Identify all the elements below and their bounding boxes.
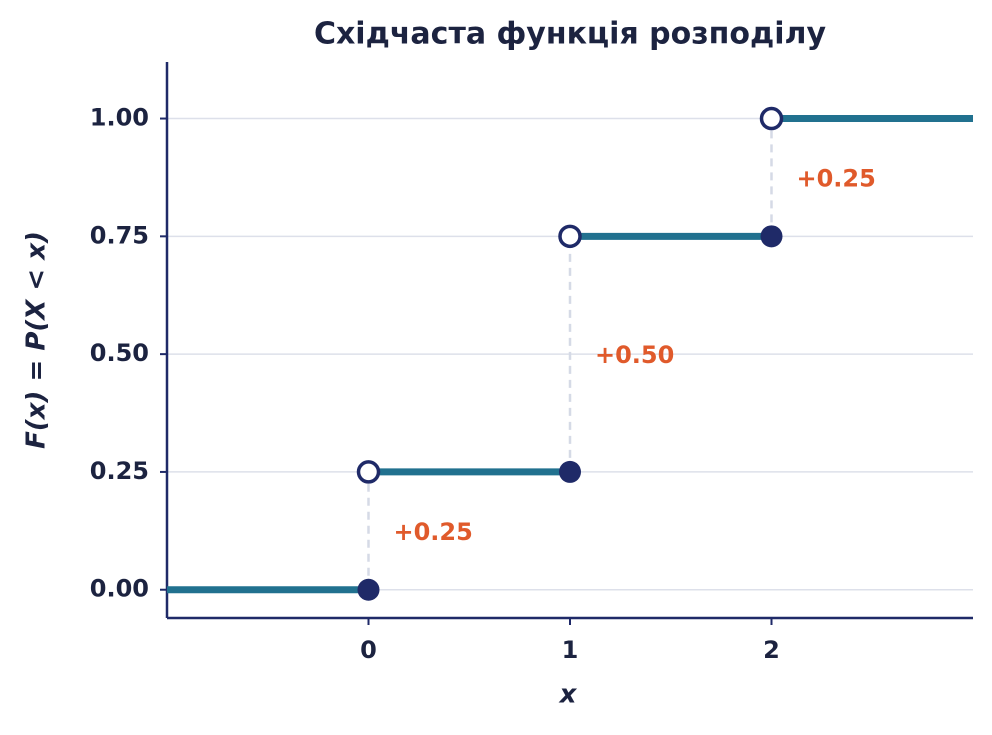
jump-label: +0.25 [797, 164, 876, 192]
open-point [558, 224, 582, 249]
x-tick-label: 1 [562, 636, 579, 664]
jump-label: +0.25 [394, 518, 473, 546]
y-tick-label: 0.75 [90, 221, 149, 249]
open-point [759, 106, 784, 131]
closed-point [760, 225, 783, 248]
y-tick-label: 0.25 [90, 457, 149, 485]
x-tick-label: 2 [763, 636, 780, 664]
closed-point [357, 578, 380, 601]
x-tick-label: 0 [360, 636, 377, 664]
y-axis-label: F(x) = P(X < x) [22, 231, 52, 449]
open-point [356, 460, 381, 484]
closed-point [559, 460, 581, 483]
jump-label: +0.50 [595, 341, 674, 369]
chart-title: Східчаста функція розподілу [314, 17, 827, 52]
y-tick-label: 1.00 [90, 104, 149, 132]
x-axis-label: x [558, 680, 578, 710]
y-tick-label: 0.50 [90, 339, 149, 367]
y-tick-label: 0.00 [90, 575, 149, 603]
